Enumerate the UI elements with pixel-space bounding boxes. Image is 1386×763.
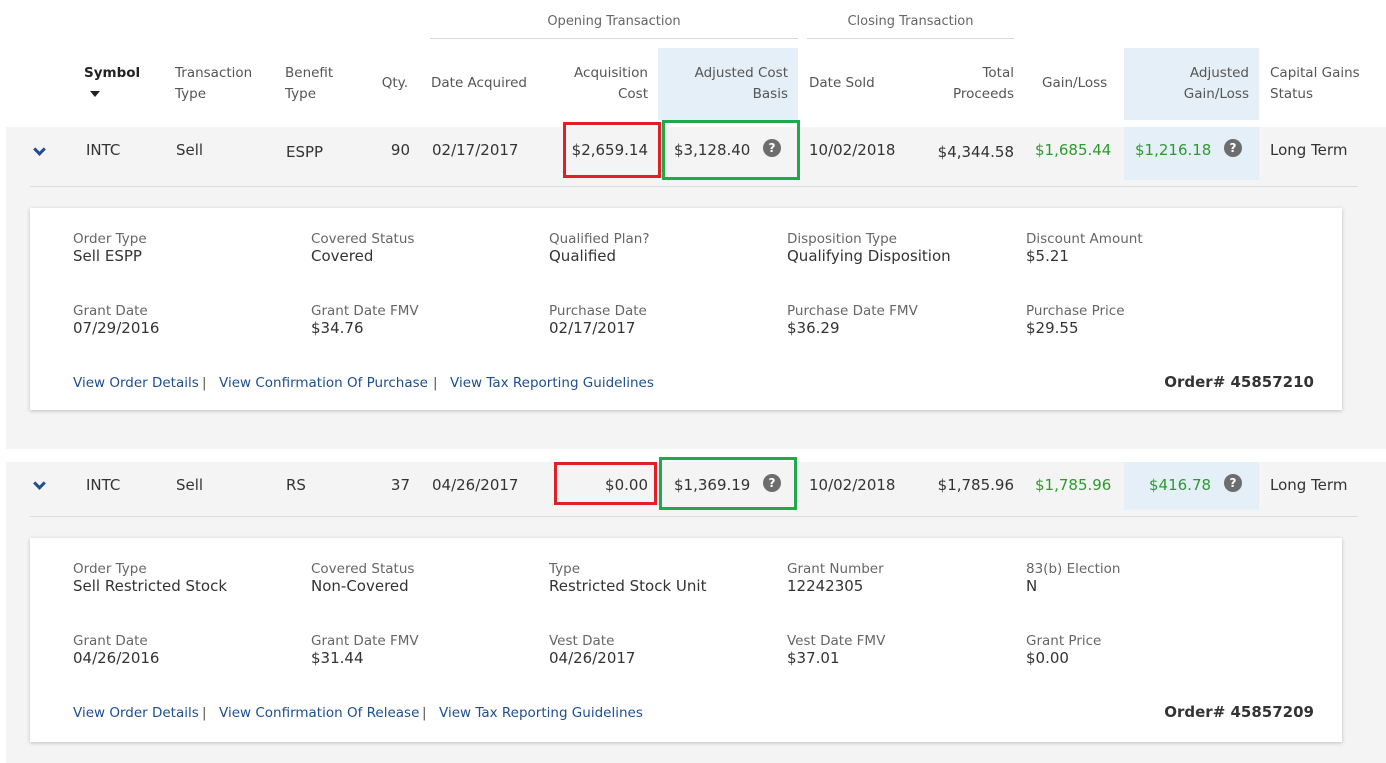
column-header-symbol[interactable]: Symbol (84, 65, 141, 81)
benefit-type-cell: ESPP (286, 143, 324, 161)
adjusted-cost-basis-cell: $3,128.40 (674, 141, 751, 159)
link-separator: | (433, 375, 438, 391)
adjusted-cost-basis-header-highlight (658, 48, 798, 120)
detail-type: Type Restricted Stock Unit (549, 561, 707, 595)
detail-qualified-plan: Qualified Plan? Qualified (549, 231, 650, 265)
transaction-type-cell: Sell (176, 141, 204, 159)
view-confirmation-of-release-link[interactable]: View Confirmation Of Release (219, 705, 420, 721)
capital-gains-status-cell: Long Term (1270, 476, 1348, 494)
detail-order-type: Order Type Sell ESPP (73, 231, 147, 265)
row-divider (30, 516, 1358, 517)
date-acquired-cell: 04/26/2017 (432, 476, 519, 494)
order-number: Order# 45857210 (1164, 373, 1314, 391)
link-separator: | (422, 705, 427, 721)
detail-83b-election: 83(b) Election N (1026, 561, 1121, 595)
detail-grant-date-fmv: Grant Date FMV $34.76 (311, 303, 419, 337)
symbol-cell: INTC (86, 141, 121, 159)
view-order-details-link[interactable]: View Order Details (73, 705, 199, 721)
link-separator: | (202, 375, 207, 391)
column-header-transaction-type: Transaction Type (175, 65, 253, 102)
adjusted-gain-loss-cell: $1,216.18 (1135, 141, 1212, 159)
adjusted-cost-basis-highlight-box (662, 120, 800, 180)
view-tax-reporting-guidelines-link[interactable]: View Tax Reporting Guidelines (439, 705, 643, 721)
question-circle-icon[interactable]: ? (1224, 139, 1242, 157)
detail-grant-price: Grant Price $0.00 (1026, 633, 1102, 667)
transaction-type-cell: Sell (176, 476, 204, 494)
detail-vest-date: Vest Date 04/26/2017 (549, 633, 636, 667)
question-circle-icon[interactable]: ? (1224, 474, 1242, 492)
column-header-qty: Qty. (381, 75, 408, 91)
detail-vest-date-fmv: Vest Date FMV $37.01 (787, 633, 886, 667)
date-acquired-cell: 02/17/2017 (432, 141, 519, 159)
total-proceeds-cell: $1,785.96 (937, 476, 1014, 494)
column-header-date-acquired: Date Acquired (431, 75, 527, 91)
question-circle-icon[interactable]: ? (763, 474, 781, 492)
closing-transaction-group-label: Closing Transaction (847, 14, 974, 29)
detail-grant-date-fmv: Grant Date FMV $31.44 (311, 633, 419, 667)
detail-grant-date: Grant Date 07/29/2016 (73, 303, 160, 337)
question-circle-icon[interactable]: ? (763, 139, 781, 157)
gain-loss-cell: $1,685.44 (1035, 141, 1112, 159)
detail-covered-status: Covered Status Covered (311, 231, 415, 265)
order-details-card: Order Type Sell Restricted Stock Covered … (30, 538, 1342, 742)
column-header-total-proceeds: Total Proceeds (952, 65, 1014, 102)
acquisition-cost-highlight-box (563, 122, 661, 178)
column-header-adjusted-gain-loss: Adjusted Gain/Loss (1183, 65, 1249, 102)
column-header-adjusted-cost-basis: Adjusted Cost Basis (694, 65, 788, 102)
detail-grant-number: Grant Number 12242305 (787, 561, 884, 595)
date-sold-cell: 10/02/2018 (809, 476, 896, 494)
symbol-cell: INTC (86, 476, 121, 494)
capital-gains-status-cell: Long Term (1270, 141, 1348, 159)
column-header-benefit-type: Benefit Type (285, 65, 334, 102)
adjusted-cost-basis-cell: $1,369.19 (674, 476, 751, 494)
order-details-card: Order Type Sell ESPP Covered Status Covere… (30, 208, 1342, 410)
opening-transaction-group-label: Opening Transaction (547, 14, 681, 29)
detail-covered-status: Covered Status Non-Covered (311, 561, 415, 595)
gain-loss-cell: $1,785.96 (1035, 476, 1112, 494)
detail-purchase-price: Purchase Price $29.55 (1026, 303, 1125, 337)
opening-group-divider (430, 38, 798, 39)
column-header-capital-gains-status: Capital Gains Status (1270, 65, 1360, 102)
detail-purchase-date: Purchase Date 02/17/2017 (549, 303, 647, 337)
column-header-acquisition-cost: Acquisition Cost (574, 65, 648, 102)
view-confirmation-of-purchase-link[interactable]: View Confirmation Of Purchase (219, 375, 428, 391)
view-order-details-link[interactable]: View Order Details (73, 375, 199, 391)
detail-disposition-type: Disposition Type Qualifying Disposition (787, 231, 951, 265)
view-tax-reporting-guidelines-link[interactable]: View Tax Reporting Guidelines (450, 375, 654, 391)
acquisition-cost-highlight-box (554, 462, 657, 505)
link-separator: | (202, 705, 207, 721)
date-sold-cell: 10/02/2018 (809, 141, 896, 159)
closing-group-divider (807, 38, 1014, 39)
row-divider (30, 186, 1358, 187)
detail-purchase-date-fmv: Purchase Date FMV $36.29 (787, 303, 918, 337)
detail-discount-amount: Discount Amount $5.21 (1026, 231, 1143, 265)
qty-cell: 37 (390, 476, 410, 494)
acquisition-cost-cell: $2,659.14 (571, 141, 648, 159)
sort-caret-down-icon[interactable] (90, 91, 100, 97)
column-header-date-sold: Date Sold (809, 75, 875, 91)
benefit-type-cell: RS (286, 476, 306, 494)
total-proceeds-cell: $4,344.58 (937, 143, 1014, 161)
detail-order-type: Order Type Sell Restricted Stock (73, 561, 228, 595)
qty-cell: 90 (390, 141, 410, 159)
acquisition-cost-cell: $0.00 (605, 476, 648, 494)
order-number: Order# 45857209 (1164, 703, 1314, 721)
detail-grant-date: Grant Date 04/26/2016 (73, 633, 160, 667)
adjusted-cost-basis-highlight-box (659, 457, 797, 510)
adjusted-gain-loss-cell: $416.78 (1149, 476, 1212, 494)
column-header-gain-loss: Gain/Loss (1042, 75, 1108, 91)
adjusted-gain-loss-header-highlight (1124, 48, 1259, 120)
